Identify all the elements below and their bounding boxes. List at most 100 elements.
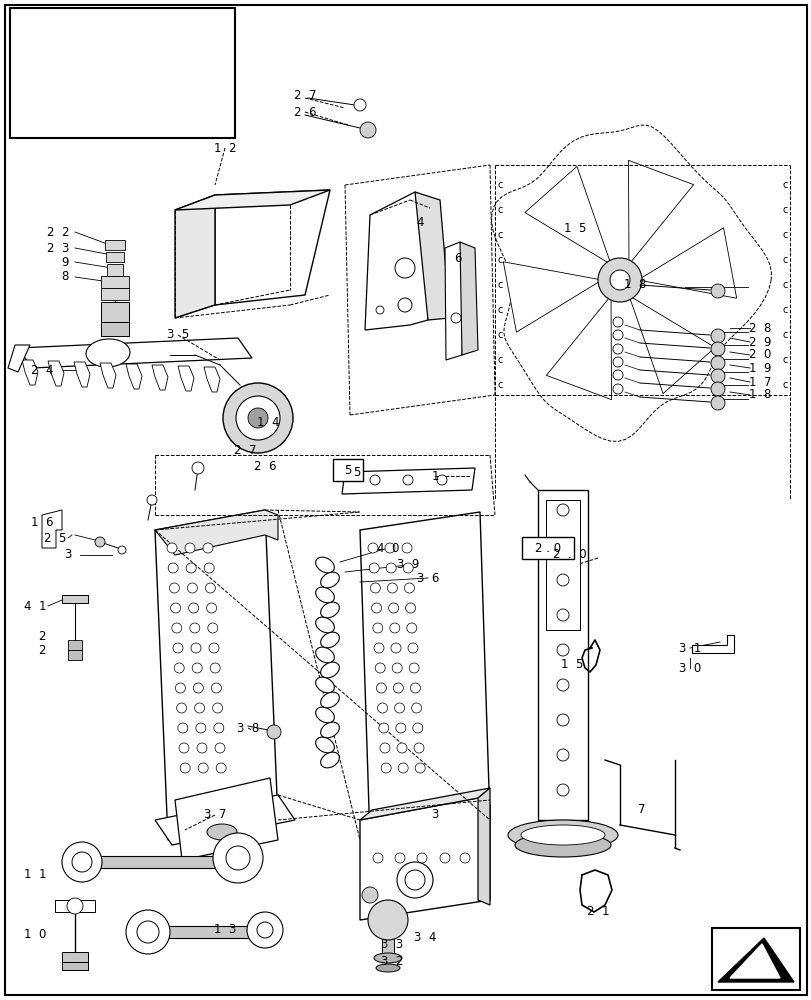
Circle shape — [394, 853, 405, 863]
Text: c: c — [781, 355, 787, 365]
Bar — [711, 928, 799, 990]
Text: 2  0: 2 0 — [748, 349, 770, 361]
Circle shape — [186, 563, 196, 573]
Circle shape — [193, 683, 203, 693]
Bar — [68, 650, 82, 660]
Circle shape — [216, 763, 226, 773]
Circle shape — [612, 272, 622, 282]
Text: 1  8: 1 8 — [748, 388, 770, 401]
Circle shape — [147, 495, 157, 505]
Text: 4: 4 — [416, 216, 423, 229]
Circle shape — [405, 870, 424, 890]
Circle shape — [126, 910, 169, 954]
Circle shape — [612, 317, 622, 327]
Circle shape — [354, 99, 366, 111]
Circle shape — [169, 583, 179, 593]
Ellipse shape — [315, 557, 334, 573]
Ellipse shape — [315, 737, 334, 753]
Circle shape — [369, 563, 379, 573]
Circle shape — [556, 504, 569, 516]
Polygon shape — [365, 192, 430, 330]
Polygon shape — [359, 798, 489, 920]
Bar — [101, 288, 129, 300]
Ellipse shape — [374, 953, 401, 963]
Text: 1  2: 1 2 — [213, 142, 236, 155]
Polygon shape — [503, 262, 601, 332]
Text: 2  7: 2 7 — [294, 89, 315, 102]
Bar — [62, 595, 88, 603]
Text: c: c — [781, 380, 787, 390]
Polygon shape — [175, 190, 329, 210]
Polygon shape — [628, 160, 693, 264]
Bar — [106, 252, 124, 262]
Bar — [381, 938, 393, 956]
Ellipse shape — [320, 602, 339, 618]
Bar — [538, 490, 587, 820]
Polygon shape — [729, 944, 779, 978]
Circle shape — [380, 743, 389, 753]
Text: 6: 6 — [453, 251, 461, 264]
Polygon shape — [18, 338, 251, 368]
Ellipse shape — [320, 722, 339, 738]
Text: 3: 3 — [64, 548, 71, 562]
Bar — [545, 500, 579, 630]
Circle shape — [95, 537, 105, 547]
Circle shape — [710, 396, 724, 410]
Text: 1  7: 1 7 — [748, 375, 770, 388]
Polygon shape — [444, 242, 465, 360]
Circle shape — [375, 306, 384, 314]
Circle shape — [168, 563, 178, 573]
Circle shape — [397, 743, 406, 753]
Circle shape — [206, 603, 217, 613]
Text: 2  3: 2 3 — [47, 241, 69, 254]
Circle shape — [403, 563, 413, 573]
Polygon shape — [175, 195, 215, 318]
Circle shape — [710, 342, 724, 356]
Circle shape — [710, 382, 724, 396]
Circle shape — [191, 643, 201, 653]
Circle shape — [460, 853, 470, 863]
Circle shape — [172, 623, 182, 633]
Bar — [101, 322, 129, 336]
Polygon shape — [546, 296, 611, 400]
Circle shape — [404, 583, 414, 593]
Circle shape — [72, 852, 92, 872]
Circle shape — [372, 853, 383, 863]
Circle shape — [406, 603, 415, 613]
Text: c: c — [781, 280, 787, 290]
Ellipse shape — [315, 617, 334, 633]
Text: 2: 2 — [38, 645, 45, 658]
Circle shape — [397, 298, 411, 312]
Circle shape — [394, 258, 414, 278]
Polygon shape — [629, 296, 714, 394]
Circle shape — [710, 284, 724, 298]
Circle shape — [188, 603, 199, 613]
Circle shape — [387, 583, 397, 593]
Text: 2  7: 2 7 — [234, 444, 256, 456]
Circle shape — [397, 862, 432, 898]
Polygon shape — [48, 361, 64, 386]
Circle shape — [612, 344, 622, 354]
Text: c: c — [781, 255, 787, 265]
Circle shape — [213, 723, 224, 733]
Bar — [168, 926, 255, 938]
Circle shape — [167, 543, 177, 553]
Text: 1  3: 1 3 — [213, 923, 236, 936]
Text: 2  6: 2 6 — [294, 106, 315, 119]
Circle shape — [407, 643, 418, 653]
Circle shape — [384, 543, 394, 553]
Polygon shape — [74, 362, 90, 387]
Text: 8: 8 — [62, 270, 69, 284]
Circle shape — [118, 546, 126, 554]
Polygon shape — [155, 510, 277, 840]
Bar — [62, 962, 88, 970]
Circle shape — [612, 370, 622, 380]
Circle shape — [370, 583, 380, 593]
Polygon shape — [717, 938, 793, 982]
Ellipse shape — [86, 339, 130, 367]
Polygon shape — [126, 364, 142, 389]
Text: c: c — [496, 305, 502, 315]
Text: 3  4: 3 4 — [414, 931, 436, 944]
Text: 2  5: 2 5 — [44, 532, 67, 544]
Text: 2  9: 2 9 — [748, 336, 770, 349]
